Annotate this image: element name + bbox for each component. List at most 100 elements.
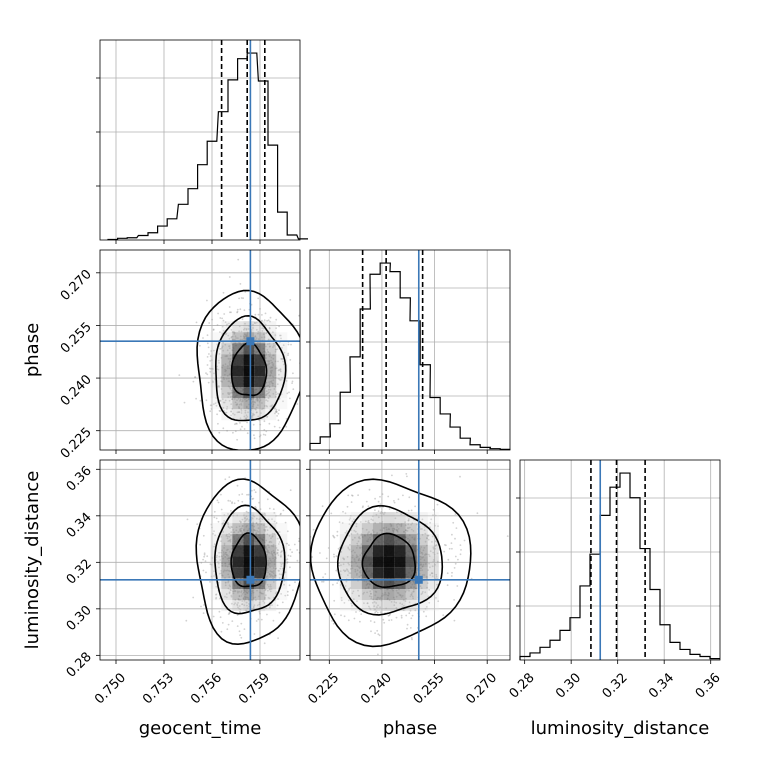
- sample-point: [427, 595, 430, 598]
- sample-point: [280, 551, 282, 554]
- density-cell: [265, 409, 277, 421]
- density-cell: [265, 578, 277, 590]
- sample-point: [227, 613, 230, 615]
- density-cell: [416, 589, 428, 601]
- density-cell: [276, 365, 288, 377]
- density-cell: [232, 354, 244, 366]
- sample-point: [246, 604, 248, 607]
- sample-point: [243, 327, 246, 330]
- sample-point: [215, 585, 218, 588]
- sample-point: [275, 411, 278, 413]
- sample-point: [276, 604, 279, 607]
- sample-point: [240, 330, 243, 333]
- density-cell: [350, 567, 362, 579]
- sample-point: [278, 573, 281, 575]
- sample-point: [236, 484, 239, 487]
- sample-point: [258, 603, 260, 606]
- sample-point: [225, 324, 228, 327]
- sample-point: [213, 545, 216, 548]
- sample-point: [435, 544, 437, 547]
- sample-point: [436, 561, 439, 564]
- sample-point: [227, 499, 230, 502]
- sample-point: [216, 343, 219, 346]
- sample-point: [265, 526, 268, 528]
- sample-point: [433, 553, 436, 556]
- density-cell: [405, 556, 417, 568]
- sample-point: [349, 543, 351, 546]
- sample-point: [228, 276, 231, 278]
- sample-point: [277, 549, 279, 552]
- sample-point: [266, 498, 269, 501]
- x-tick-label: 0.34: [646, 670, 677, 701]
- density-cell: [265, 398, 277, 410]
- sample-point: [345, 568, 348, 570]
- sample-point: [210, 563, 213, 566]
- sample-point: [408, 518, 410, 520]
- sample-point: [227, 513, 229, 515]
- sample-point: [220, 630, 223, 633]
- sample-point: [432, 560, 435, 563]
- sample-point: [336, 534, 339, 537]
- sample-point: [275, 522, 278, 524]
- sample-point: [239, 428, 242, 431]
- density-cell: [265, 600, 277, 612]
- sample-point: [277, 360, 279, 363]
- sample-point: [388, 508, 391, 510]
- sample-point: [277, 543, 280, 545]
- sample-point: [301, 553, 303, 555]
- sample-point: [192, 596, 195, 599]
- sample-point: [312, 528, 315, 531]
- sample-point: [355, 522, 358, 525]
- density-cell: [372, 567, 384, 579]
- density-cell: [265, 556, 277, 568]
- y-axis-label: luminosity_distance: [22, 471, 43, 650]
- sample-point: [194, 376, 197, 379]
- sample-point: [230, 602, 233, 605]
- sample-point: [252, 605, 255, 608]
- sample-point: [280, 573, 283, 576]
- sample-point: [273, 425, 276, 428]
- sample-point: [282, 363, 285, 366]
- sample-point: [408, 612, 411, 615]
- sample-point: [267, 589, 269, 592]
- panel-frame: [99, 39, 301, 241]
- sample-point: [427, 534, 430, 537]
- sample-point: [221, 325, 224, 328]
- sample-point: [258, 610, 261, 613]
- truth-marker: [246, 575, 255, 584]
- sample-point: [376, 606, 378, 609]
- contour-level-1: [214, 314, 287, 422]
- density-cell: [232, 332, 244, 344]
- sample-point: [375, 610, 378, 613]
- sample-point: [379, 611, 382, 613]
- sample-point: [431, 535, 434, 538]
- sample-point: [209, 360, 212, 362]
- sample-point: [298, 314, 300, 317]
- sample-point: [236, 514, 239, 517]
- sample-point: [211, 318, 214, 321]
- sample-point: [218, 409, 221, 412]
- y-tick-label: 0.270: [58, 267, 95, 304]
- sample-point: [369, 608, 372, 611]
- sample-point: [364, 520, 367, 523]
- sample-point: [277, 569, 280, 572]
- sample-point: [286, 530, 289, 533]
- sample-point: [424, 607, 427, 610]
- density-cell: [276, 589, 288, 601]
- sample-point: [266, 415, 268, 418]
- sample-point: [377, 604, 379, 607]
- y-axis-phase: 0.225 0.240 0.255 0.270 phase: [22, 267, 100, 462]
- density-cell: [254, 600, 266, 612]
- sample-point: [347, 562, 350, 565]
- sample-point: [225, 411, 228, 414]
- sample-point: [374, 611, 377, 614]
- sample-point: [236, 603, 239, 606]
- sample-point: [351, 494, 354, 497]
- density-cell: [276, 376, 288, 388]
- sample-point: [251, 416, 254, 418]
- density-cell: [254, 409, 266, 421]
- sample-point: [358, 594, 360, 597]
- sample-point: [215, 593, 218, 596]
- density-cell: [221, 523, 233, 535]
- sample-point: [237, 258, 240, 261]
